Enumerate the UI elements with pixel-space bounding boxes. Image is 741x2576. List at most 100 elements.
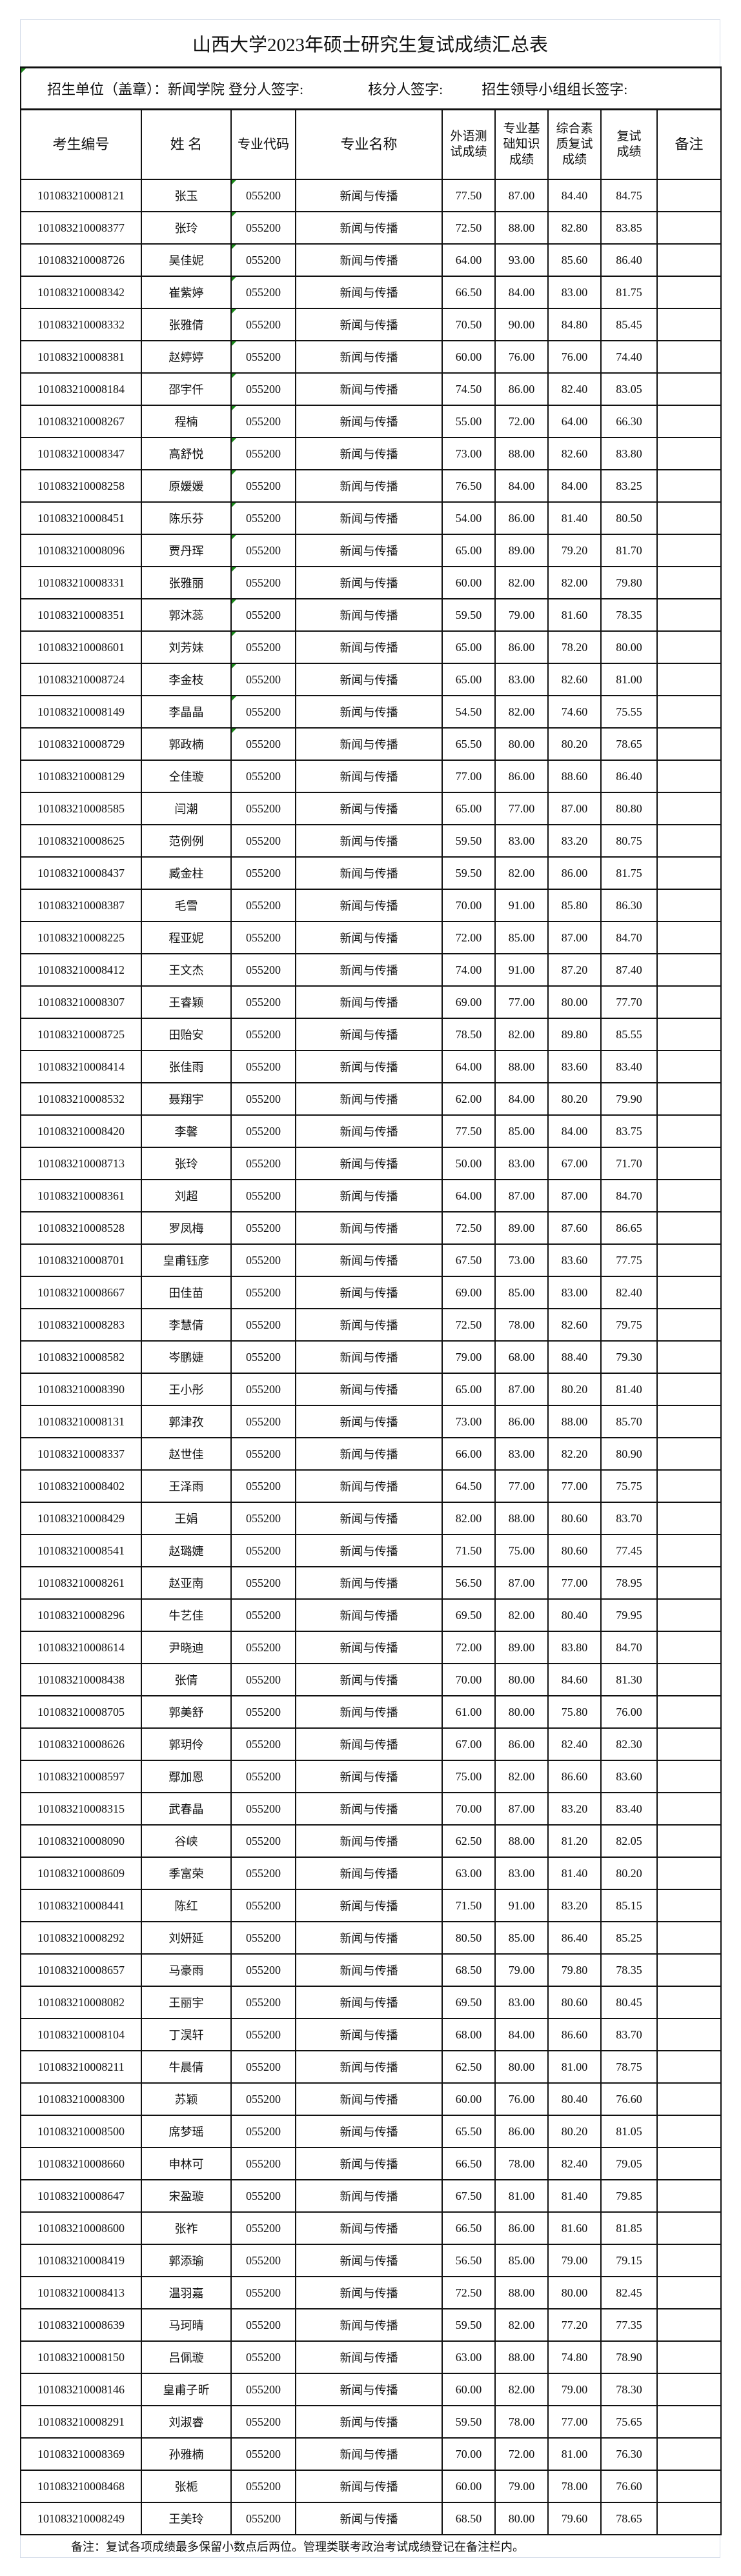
foreign-language-score: 74.50 — [442, 372, 496, 406]
table-row: 101083210008082 王丽宇 055200 新闻与传播 69.50 83.00 8… — [20, 1986, 722, 2019]
remarks — [656, 2308, 722, 2342]
major-name: 新闻与传播 — [295, 1179, 443, 1213]
candidate-id: 101083210008150 — [20, 2340, 142, 2374]
comprehensive-score: 80.60 — [547, 1534, 602, 1567]
major-code: 055200 — [230, 372, 296, 406]
major-name: 新闻与传播 — [295, 1276, 443, 1309]
table-row: 101083210008342 崔紫婷 055200 新闻与传播 66.50 84.00 8… — [20, 276, 722, 309]
table-row: 101083210008090 谷峡 055200 新闻与传播 62.50 88.00 81… — [20, 1824, 722, 1858]
candidate-id: 101083210008438 — [20, 1663, 142, 1696]
foreign-language-score: 65.00 — [442, 534, 496, 567]
major-basics-score: 86.00 — [494, 1405, 549, 1438]
candidate-name: 刘妍延 — [141, 1921, 232, 1955]
candidate-name: 张雅丽 — [141, 566, 232, 599]
foreign-language-score: 60.00 — [442, 566, 496, 599]
candidate-id: 101083210008121 — [20, 179, 142, 212]
table-row: 101083210008528 罗凤梅 055200 新闻与传播 72.50 89.00 8… — [20, 1211, 722, 1245]
candidate-name: 苏颖 — [141, 2082, 232, 2116]
table-row: 101083210008369 孙雅楠 055200 新闻与传播 70.00 72.00 8… — [20, 2437, 722, 2471]
table-row: 101083210008337 赵世佳 055200 新闻与传播 66.00 83.00 8… — [20, 1437, 722, 1471]
major-code: 055200 — [230, 1050, 296, 1083]
candidate-name: 刘淑睿 — [141, 2405, 232, 2439]
retest-score: 76.60 — [600, 2082, 658, 2116]
candidate-name: 闫潮 — [141, 792, 232, 825]
foreign-language-score: 77.50 — [442, 179, 496, 212]
retest-score: 84.70 — [600, 921, 658, 954]
major-code: 055200 — [230, 985, 296, 1019]
major-basics-score: 81.00 — [494, 2179, 549, 2213]
remarks — [656, 1082, 722, 1116]
remarks — [656, 1147, 722, 1180]
table-row: 101083210008381 赵婷婷 055200 新闻与传播 60.00 76.00 7… — [20, 340, 722, 374]
comprehensive-score: 88.40 — [547, 1340, 602, 1374]
candidate-name: 臧金柱 — [141, 856, 232, 890]
major-basics-score: 76.00 — [494, 2082, 549, 2116]
remarks — [656, 405, 722, 438]
candidate-id: 101083210008347 — [20, 437, 142, 470]
major-code: 055200 — [230, 276, 296, 309]
foreign-language-score: 70.50 — [442, 308, 496, 341]
comprehensive-score: 82.40 — [547, 372, 602, 406]
candidate-name: 郭津孜 — [141, 1405, 232, 1438]
foreign-language-score: 64.00 — [442, 1050, 496, 1083]
foreign-language-score: 65.50 — [442, 727, 496, 761]
major-basics-score: 68.00 — [494, 1340, 549, 1374]
remarks — [656, 1469, 722, 1503]
retest-score: 85.45 — [600, 308, 658, 341]
candidate-name: 李馨 — [141, 1114, 232, 1148]
retest-score: 79.30 — [600, 1340, 658, 1374]
major-name: 新闻与传播 — [295, 598, 443, 632]
candidate-name: 温羽嘉 — [141, 2276, 232, 2309]
foreign-language-score: 54.00 — [442, 501, 496, 535]
remarks — [656, 1308, 722, 1342]
remarks — [656, 2470, 722, 2503]
remarks — [656, 1534, 722, 1567]
candidate-id: 101083210008381 — [20, 340, 142, 374]
foreign-language-score: 61.00 — [442, 1695, 496, 1729]
comprehensive-score: 75.80 — [547, 1695, 602, 1729]
remarks — [656, 727, 722, 761]
table-row: 101083210008724 李金枝 055200 新闻与传播 65.00 83.00 8… — [20, 663, 722, 696]
major-code: 055200 — [230, 2244, 296, 2277]
candidate-name: 张玉 — [141, 179, 232, 212]
major-basics-score: 80.00 — [494, 727, 549, 761]
foreign-language-score: 76.50 — [442, 469, 496, 503]
retest-score: 78.35 — [600, 598, 658, 632]
comprehensive-score: 87.00 — [547, 921, 602, 954]
candidate-name: 郭沐蕊 — [141, 598, 232, 632]
table-row: 101083210008184 邵宇仟 055200 新闻与传播 74.50 86.00 8… — [20, 372, 722, 406]
foreign-language-score: 77.00 — [442, 760, 496, 793]
major-basics-score: 83.00 — [494, 663, 549, 696]
candidate-name: 邵宇仟 — [141, 372, 232, 406]
comprehensive-score: 83.00 — [547, 276, 602, 309]
retest-score: 71.70 — [600, 1147, 658, 1180]
major-basics-score: 88.00 — [494, 2276, 549, 2309]
major-code: 055200 — [230, 792, 296, 825]
remarks — [656, 2018, 722, 2051]
major-code: 055200 — [230, 1534, 296, 1567]
major-code: 055200 — [230, 2050, 296, 2084]
checker-signature-label: 核分人签字: — [368, 81, 443, 97]
remarks — [656, 2147, 722, 2180]
major-code: 055200 — [230, 2276, 296, 2309]
retest-score: 80.00 — [600, 630, 658, 664]
table-row: 101083210008347 高舒悦 055200 新闻与传播 73.00 88.00 8… — [20, 437, 722, 470]
candidate-id: 101083210008626 — [20, 1727, 142, 1761]
major-name: 新闻与传播 — [295, 501, 443, 535]
major-code: 055200 — [230, 1276, 296, 1309]
major-name: 新闻与传播 — [295, 1308, 443, 1342]
comprehensive-score: 88.00 — [547, 1405, 602, 1438]
foreign-language-score: 65.00 — [442, 630, 496, 664]
comprehensive-score: 82.00 — [547, 566, 602, 599]
foreign-language-score: 71.50 — [442, 1534, 496, 1567]
table-row: 101083210008096 贾丹珲 055200 新闻与传播 65.00 89.00 7… — [20, 534, 722, 567]
candidate-name: 郭添瑜 — [141, 2244, 232, 2277]
remarks — [656, 1566, 722, 1600]
major-code: 055200 — [230, 2437, 296, 2471]
comprehensive-score: 81.20 — [547, 1824, 602, 1858]
candidate-name: 张玲 — [141, 211, 232, 245]
major-name: 新闻与传播 — [295, 1147, 443, 1180]
major-name: 新闻与传播 — [295, 1824, 443, 1858]
candidate-id: 101083210008377 — [20, 211, 142, 245]
table-row: 101083210008377 张玲 055200 新闻与传播 72.50 88.00 82… — [20, 211, 722, 245]
